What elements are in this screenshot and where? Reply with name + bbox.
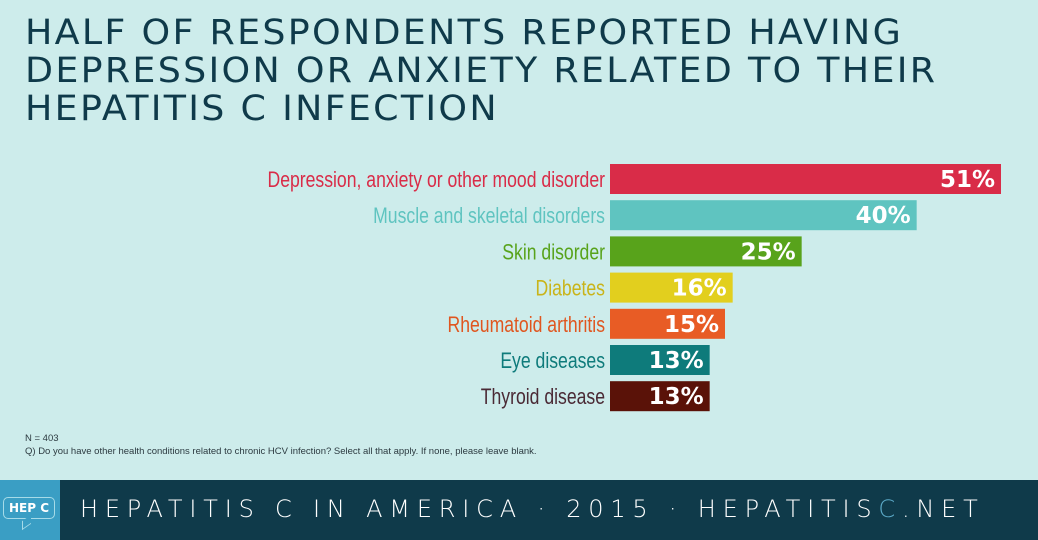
value-label: 51% [940,167,995,193]
value-label: 15% [664,312,719,338]
footer-banner: HEP C HEPATITIS C IN AMERICA · 2015 · HE… [0,480,1038,540]
category-label: Rheumatoid arthritis [448,312,606,337]
footer-text-accent: C [878,495,902,523]
bar-4 [610,272,733,303]
footer-text-main: HEPATITIS C IN AMERICA · 2015 · HEPATITI… [80,495,879,523]
category-label: Muscle and skeletal disorders [373,203,605,228]
value-label: 16% [672,276,727,302]
bar-2 [610,200,917,231]
value-label: 13% [649,384,704,410]
chart-notes: N = 403 Q) Do you have other health cond… [25,432,537,458]
category-label: Skin disorder [502,239,605,264]
footer-text-end: .NET [901,495,985,523]
value-label: 25% [741,239,796,265]
survey-question: Q) Do you have other health conditions r… [25,446,537,457]
category-label: Diabetes [536,276,605,301]
bar-5 [610,308,725,339]
category-label: Eye diseases [500,348,605,373]
title-line-1: HALF OF RESPONDENTS REPORTED HAVING [25,13,904,53]
bar-7 [610,381,710,412]
bar-chart: Depression, anxiety or other mood disord… [267,164,1001,412]
bar-6 [610,345,710,375]
bar-1 [610,164,1001,194]
hepc-logo: HEP C [0,480,60,540]
title-line-3: HEPATITIS C INFECTION [25,89,499,129]
value-label: 40% [856,203,911,229]
footer-text: HEPATITIS C IN AMERICA · 2015 · HEPATITI… [80,495,985,523]
category-label: Depression, anxiety or other mood disord… [267,167,605,192]
bar-3 [610,236,802,267]
chart-title: HALF OF RESPONDENTS REPORTED HAVING DEPR… [25,14,1038,128]
title-line-2: DEPRESSION OR ANXIETY RELATED TO THEIR [25,51,938,91]
category-label: Thyroid disease [481,384,605,409]
sample-size: N = 403 [25,433,59,444]
value-label: 13% [649,348,704,374]
